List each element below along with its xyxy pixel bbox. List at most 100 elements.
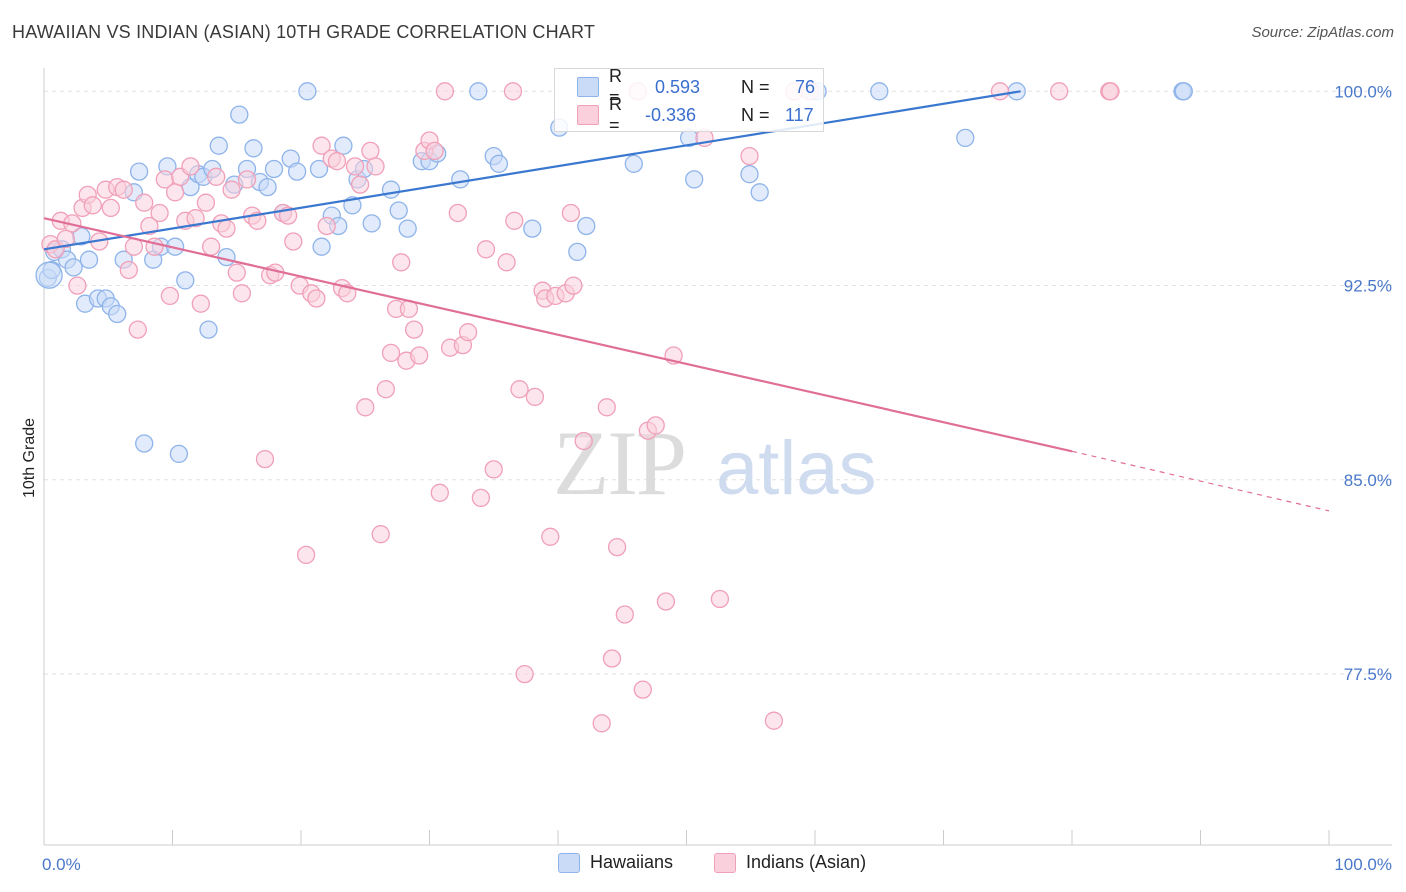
indians-point	[186, 209, 205, 228]
hawaiians-point	[750, 183, 769, 202]
indians-point	[646, 416, 665, 435]
indians-point	[1050, 82, 1069, 101]
indians-point	[484, 460, 503, 479]
indians-point	[140, 216, 159, 236]
indians-point	[410, 346, 429, 365]
indians-point	[392, 253, 411, 272]
legend-label-hawaiians: Hawaiians	[590, 852, 674, 872]
indians-point	[710, 589, 730, 609]
indians-point	[145, 237, 164, 256]
indians-point	[237, 170, 257, 189]
hawaiians-point	[309, 159, 329, 179]
indians-point	[430, 483, 449, 502]
indians-point	[345, 157, 365, 176]
axes	[43, 68, 1392, 846]
indians-trend-line	[43, 217, 1073, 453]
hawaiians-point	[469, 82, 488, 101]
stats-n-label: N =	[741, 76, 770, 97]
x-tick-labels: 0.0% 100.0%	[42, 855, 1392, 874]
indians-point	[602, 649, 622, 668]
hawaiians-point	[199, 320, 218, 339]
stats-n-value: 76	[795, 76, 816, 97]
indians-point	[356, 398, 375, 417]
indians-point	[574, 431, 593, 451]
indians-point	[327, 152, 347, 171]
indians-point	[284, 232, 303, 251]
hawaiians-point	[451, 170, 470, 189]
indians-point	[150, 203, 169, 223]
indians-point	[119, 260, 138, 280]
indians-point	[458, 323, 478, 342]
hawaiians-point	[1174, 82, 1193, 101]
indians-point	[597, 398, 616, 417]
indians-point	[633, 680, 652, 699]
hawaiians-point	[568, 242, 587, 262]
indians-point	[435, 82, 455, 101]
indians-point	[68, 276, 87, 295]
hawaiians-point	[298, 82, 317, 101]
indians-point	[740, 146, 759, 166]
y-tick-label: 77.5%	[1344, 665, 1392, 684]
y-tick-labels: 77.5% 85.0% 92.5% 100.0%	[1334, 82, 1392, 684]
indians-point	[764, 711, 784, 730]
indians-point	[510, 380, 529, 399]
stats-r-value: -0.336	[645, 104, 697, 125]
indians-point	[515, 664, 534, 684]
indians-point	[196, 193, 216, 212]
indians-point	[656, 592, 676, 611]
hawaiians-point	[287, 162, 307, 181]
indians-point	[561, 203, 581, 223]
x-tick-label: 0.0%	[42, 855, 81, 874]
source-label: Source: ZipAtlas.com	[1251, 24, 1394, 41]
legend-item-indians[interactable]: Indians (Asian)	[714, 852, 866, 873]
legend-item-hawaiians[interactable]: Hawaiians	[558, 852, 673, 873]
indians-point	[317, 216, 336, 236]
legend-swatch-hawaiians	[558, 852, 580, 873]
hawaiians-point	[624, 154, 643, 173]
indians-point	[990, 82, 1010, 101]
indians-point	[160, 286, 180, 306]
indians-point	[207, 167, 226, 186]
stats-r-value: 0.593	[655, 76, 701, 97]
y-tick-label: 92.5%	[1344, 277, 1392, 296]
hawaiians-point	[264, 159, 284, 179]
trend-lines	[43, 90, 1330, 512]
hawaiians-point	[381, 180, 401, 199]
indians-point	[128, 320, 147, 339]
legend-label-indians: Indians (Asian)	[746, 852, 867, 872]
x-tick-label: 100.0%	[1334, 855, 1392, 874]
watermark-atlas: atlas	[716, 426, 877, 511]
hawaiians-point	[956, 128, 975, 148]
indians-point	[56, 229, 75, 249]
legend-swatch-indians	[714, 852, 736, 873]
indians-point	[312, 136, 331, 155]
indians-point	[448, 203, 467, 223]
hawaiians-point	[176, 271, 195, 290]
indians-point	[525, 387, 545, 407]
stats-row-hawaiians: R = 0.593 N = 76	[555, 66, 816, 107]
hawaiians-point	[230, 105, 249, 124]
stats-r-label: R =	[609, 94, 622, 135]
y-tick-label: 100.0%	[1334, 82, 1392, 101]
indians-point	[217, 219, 236, 238]
indians-point	[425, 141, 444, 161]
hawaiians-point	[398, 219, 417, 238]
hawaiians-point	[577, 216, 596, 236]
indians-point	[476, 240, 496, 259]
indians-point	[135, 193, 154, 212]
hawaiians-point	[870, 82, 889, 101]
indians-point	[101, 198, 120, 218]
hawaiians-point	[244, 139, 263, 158]
indians-point	[361, 141, 380, 161]
indians-point	[592, 714, 611, 733]
indians-point	[376, 380, 395, 399]
hawaiians-point	[389, 201, 408, 220]
stats-box: R = 0.593 N = 76 R = -0.336 N = 117	[554, 66, 824, 135]
y-axis-label: 10th Grade	[21, 418, 38, 498]
hawaiians-point	[129, 162, 149, 181]
indians-point	[296, 545, 316, 565]
indians-point	[371, 525, 390, 544]
indians-point	[227, 263, 246, 282]
indians-point	[404, 320, 424, 339]
